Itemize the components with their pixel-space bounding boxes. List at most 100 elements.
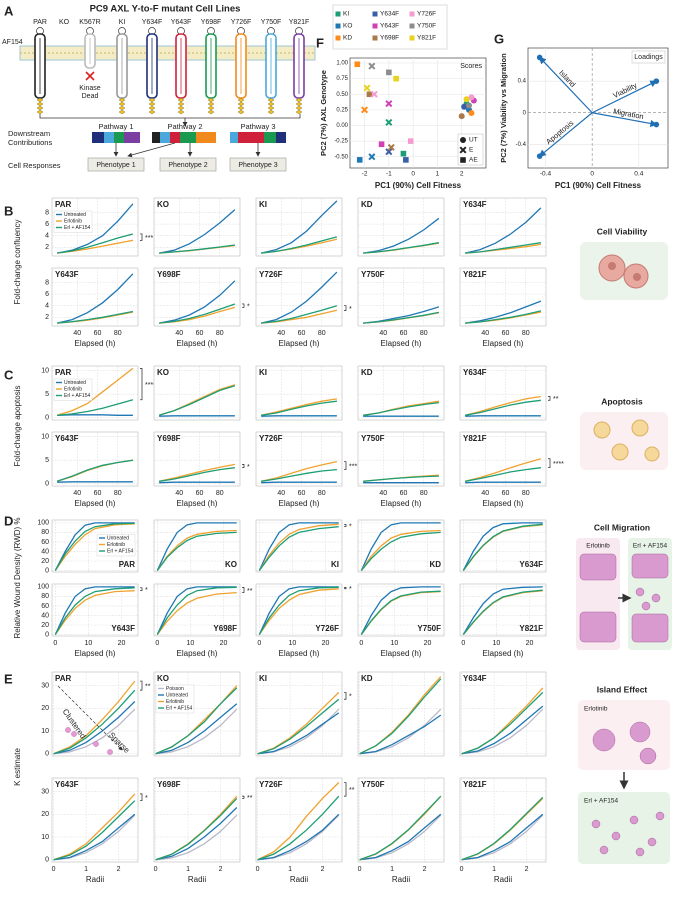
score-point xyxy=(378,141,385,148)
score-point xyxy=(361,106,369,114)
subplot-title: Y643F xyxy=(55,780,79,789)
plot-area xyxy=(51,777,139,863)
legend-label: Untreated xyxy=(64,212,86,218)
series-line xyxy=(360,590,441,635)
x-axis-label: PC1 (90%) Cell Fitness xyxy=(375,181,462,190)
subplot-title: KO xyxy=(157,674,169,683)
subplot-title: Y726F xyxy=(259,434,283,443)
subplot-title: Y750F xyxy=(361,270,385,279)
panel-label: F xyxy=(316,35,324,50)
x-tick-label: 80 xyxy=(522,490,530,497)
y-tick-label: 1.00 xyxy=(336,61,348,67)
significance-bracket xyxy=(242,464,245,469)
legend-label: Untreated xyxy=(107,535,129,541)
cell-line-label: Y750F xyxy=(261,19,282,26)
score-point xyxy=(466,102,472,109)
legend-label: Untreated xyxy=(166,692,188,698)
y-tick-label: 30 xyxy=(41,788,49,795)
series-line xyxy=(261,305,338,324)
subplot-title: KI xyxy=(259,368,267,377)
side-box xyxy=(580,412,668,470)
y-axis-label: PC2 (7%) Viability vs Migration xyxy=(499,53,508,163)
phospho-site xyxy=(118,109,126,115)
legend-label: KO xyxy=(343,23,352,30)
significance-label: *** xyxy=(349,463,357,470)
x-axis-label: Elapsed (h) xyxy=(381,649,422,658)
significance-label: * xyxy=(349,586,352,593)
score-point xyxy=(385,148,393,156)
series-line xyxy=(155,797,238,861)
series-line xyxy=(464,458,542,482)
series-line xyxy=(156,586,237,635)
x-tick-label: 40 xyxy=(73,330,81,337)
series-line xyxy=(359,714,442,755)
series-line xyxy=(53,813,136,861)
x-tick-label: 80 xyxy=(522,330,530,337)
series-line xyxy=(56,367,134,416)
plot-area xyxy=(153,671,241,757)
x-axis-label: Radii xyxy=(86,875,104,884)
x-axis-label: Radii xyxy=(290,875,308,884)
phospho-site xyxy=(237,109,245,115)
y-tick-label: 10 xyxy=(41,434,49,441)
significance-bracket xyxy=(344,782,347,797)
score-point xyxy=(366,91,373,98)
phospho-site xyxy=(118,101,126,107)
subplot-title: KI xyxy=(259,674,267,683)
x-tick-label: 80 xyxy=(420,330,428,337)
migration-cells xyxy=(579,553,669,643)
series-line xyxy=(156,586,237,635)
series-line xyxy=(155,687,238,755)
x-tick-label: 40 xyxy=(277,490,285,497)
series-line xyxy=(261,481,337,484)
score-point xyxy=(403,157,409,163)
cell-line-label: Y698F xyxy=(201,19,222,26)
legend-box xyxy=(53,378,93,401)
y-tick-label: 100 xyxy=(37,520,49,527)
x-axis-label: Elapsed (h) xyxy=(279,649,320,658)
y-tick-label: 0 xyxy=(45,414,49,421)
subplot-title: KD xyxy=(361,200,373,209)
phospho-site xyxy=(295,109,303,115)
y-tick-label: 8 xyxy=(45,209,49,216)
legend-box xyxy=(53,210,93,233)
significance-bracket xyxy=(140,680,143,691)
series-line xyxy=(258,586,339,635)
series-line xyxy=(56,459,133,482)
box-label: Erl + AF154 xyxy=(584,798,619,805)
y-tick-label: 20 xyxy=(41,811,49,818)
series-line xyxy=(360,522,441,571)
cell-icon xyxy=(65,727,71,733)
plot-area xyxy=(459,583,547,637)
x-tick-label: 40 xyxy=(277,330,285,337)
series-line xyxy=(257,698,340,755)
plot-area xyxy=(357,197,445,257)
phospho-site xyxy=(267,101,275,107)
plot-area xyxy=(255,431,343,487)
significance-bracket xyxy=(344,523,347,528)
pathway-label: Pathway 1 xyxy=(98,122,133,131)
x-tick-label: 10 xyxy=(186,640,194,647)
x-tick-label: 0 xyxy=(411,171,415,178)
phospho-site xyxy=(295,101,303,107)
legend-label: AE xyxy=(469,157,478,164)
score-point xyxy=(354,61,361,68)
significance-label: * xyxy=(145,795,148,802)
legend-label: Y821F xyxy=(417,35,436,42)
x-tick-label: 2 xyxy=(423,866,427,873)
y-tick-label: 8 xyxy=(45,279,49,286)
plot-area xyxy=(153,777,241,863)
box-label: Erlotinib xyxy=(586,543,610,550)
series-line xyxy=(464,395,542,416)
y-tick-label: 0.75 xyxy=(336,76,348,82)
loadings-title: Loadings xyxy=(634,54,663,61)
responses-label: Cell Responses xyxy=(8,161,61,170)
phenotype: Phenotype 3 xyxy=(238,162,277,169)
subplot-title: Y750F xyxy=(417,624,441,633)
box-label: Erlotinib xyxy=(584,706,608,713)
legend-label: Erl + AF154 xyxy=(64,225,90,231)
series-line xyxy=(158,209,236,254)
significance-label: ** xyxy=(247,588,253,595)
score-point xyxy=(385,100,393,108)
drug-label: AF154 xyxy=(2,39,23,46)
